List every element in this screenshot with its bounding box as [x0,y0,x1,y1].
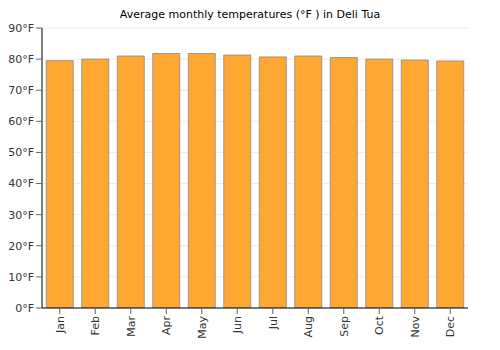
svg-text:10°F: 10°F [8,271,34,284]
svg-text:Jan: Jan [54,316,67,334]
svg-text:Mar: Mar [125,316,138,337]
svg-text:Feb: Feb [89,316,102,335]
svg-text:90°F: 90°F [8,22,34,35]
svg-text:80°F: 80°F [8,53,34,66]
svg-text:40°F: 40°F [8,177,34,190]
svg-text:May: May [196,316,209,339]
svg-text:50°F: 50°F [8,146,34,159]
svg-text:70°F: 70°F [8,84,34,97]
svg-text:0°F: 0°F [15,302,34,315]
svg-text:Jun: Jun [231,316,244,334]
svg-text:Aug: Aug [302,316,315,337]
html-text:Average monthly temperatures (: Average monthly temperatures (°F ) in De… [119,8,381,21]
svg-text:Jul: Jul [267,316,280,330]
svg-text:Dec: Dec [444,316,457,337]
svg-text:20°F: 20°F [8,240,34,253]
svg-text:Oct: Oct [373,315,386,335]
svg-text:Nov: Nov [409,316,422,338]
svg-text:Apr: Apr [160,316,173,336]
svg-text:Sep: Sep [338,316,351,337]
svg-text:30°F: 30°F [8,209,34,222]
svg-text:60°F: 60°F [8,115,34,128]
